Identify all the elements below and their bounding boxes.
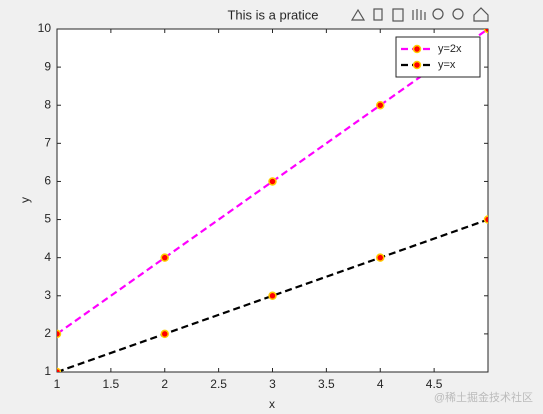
point <box>268 177 277 186</box>
y-tick-label: 4 <box>44 250 51 264</box>
x-tick-label: 2.5 <box>210 377 227 391</box>
chart-title: This is a pratice <box>227 7 318 22</box>
legend-marker <box>412 60 422 70</box>
x-tick-label: 1 <box>54 377 61 391</box>
y-tick-label: 7 <box>44 136 51 150</box>
legend: y=2x y=x <box>395 36 481 78</box>
point <box>160 253 169 262</box>
point <box>57 329 62 339</box>
x-tick-label: 3.5 <box>318 377 335 391</box>
y-tick-label: 3 <box>44 288 51 302</box>
y-tick-label: 9 <box>44 59 51 73</box>
x-tick-label: 2 <box>161 377 168 391</box>
legend-label: y=2x <box>438 43 462 55</box>
x-axis-label: x <box>269 397 275 411</box>
y-tick-label: 6 <box>44 174 51 188</box>
x-tick-label: 4.5 <box>426 377 443 391</box>
plot-area <box>56 28 489 373</box>
point <box>483 29 488 34</box>
legend-marker <box>412 44 422 54</box>
point <box>57 367 62 372</box>
tool-icon[interactable] <box>373 8 383 21</box>
y-tick-label: 10 <box>38 21 52 35</box>
y-axis-label: y <box>18 197 32 203</box>
legend-label: y=x <box>438 59 456 71</box>
series-layer <box>57 29 488 372</box>
tool-icon[interactable] <box>432 8 444 20</box>
tool-icon[interactable] <box>412 9 426 20</box>
x-tick-label: 4 <box>377 377 384 391</box>
point <box>268 291 277 301</box>
watermark: @稀土掘金技术社区 <box>434 390 533 404</box>
y-tick-label: 1 <box>44 364 51 378</box>
point <box>376 100 385 110</box>
tool-icon[interactable] <box>452 8 464 20</box>
legend-box <box>395 36 481 78</box>
point <box>483 215 488 224</box>
tool-icon[interactable] <box>350 8 366 21</box>
x-tick-label: 3 <box>269 377 276 391</box>
series-line <box>57 218 488 372</box>
point <box>160 329 169 339</box>
y-tick-label: 2 <box>44 326 51 340</box>
y-tick-label: 8 <box>44 97 51 111</box>
point <box>376 253 385 262</box>
y-tick-label: 5 <box>44 212 51 226</box>
tool-icon[interactable] <box>392 8 404 22</box>
tool-icon[interactable] <box>473 7 489 22</box>
toolbar[interactable] <box>350 7 489 22</box>
x-tick-label: 1.5 <box>103 377 120 391</box>
